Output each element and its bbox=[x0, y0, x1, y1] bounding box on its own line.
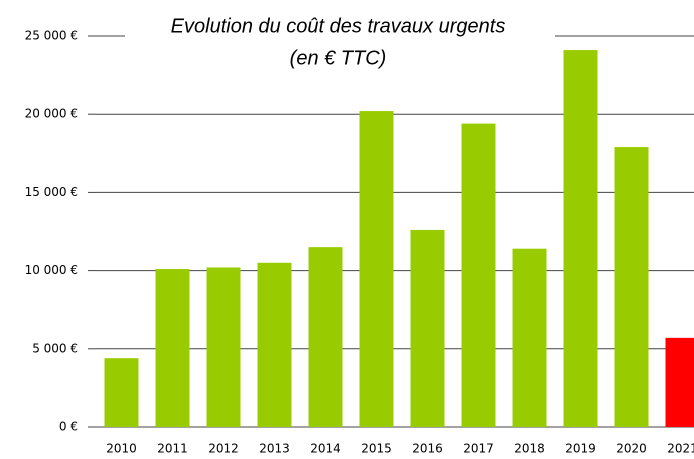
y-tick-label: 20 000 € bbox=[25, 107, 78, 121]
bar bbox=[308, 247, 343, 427]
x-tick-label: 2018 bbox=[514, 442, 545, 456]
bar bbox=[155, 269, 190, 427]
x-tick-label: 2014 bbox=[310, 442, 341, 456]
y-tick-label: 5 000 € bbox=[32, 341, 78, 355]
y-tick-label: 15 000 € bbox=[25, 185, 78, 199]
bar bbox=[512, 248, 547, 427]
x-tick-label: 2010 bbox=[106, 442, 137, 456]
y-tick-label: 10 000 € bbox=[25, 263, 78, 277]
x-tick-label: 2013 bbox=[259, 442, 290, 456]
bar bbox=[410, 229, 445, 427]
bar bbox=[461, 123, 496, 428]
x-tick-label: 2020 bbox=[616, 442, 647, 456]
bar bbox=[614, 147, 649, 427]
x-tick-label: 2017 bbox=[463, 442, 494, 456]
x-tick-label: 2011 bbox=[157, 442, 188, 456]
y-tick-label: 0 € bbox=[59, 420, 78, 434]
bar bbox=[104, 358, 139, 427]
bar bbox=[665, 337, 694, 427]
bar bbox=[257, 262, 292, 427]
bar bbox=[206, 267, 241, 427]
x-tick-label: 2015 bbox=[361, 442, 392, 456]
chart-subtitle: (en € TTC) bbox=[290, 47, 387, 69]
x-tick-label: 2016 bbox=[412, 442, 443, 456]
x-tick-label: 2012 bbox=[208, 442, 239, 456]
chart-title: Evolution du coût des travaux urgents bbox=[171, 15, 506, 37]
x-tick-label: 2019 bbox=[565, 442, 596, 456]
x-tick-label: 2021 bbox=[667, 442, 694, 456]
bar bbox=[563, 50, 598, 428]
title-background bbox=[125, 10, 555, 44]
y-tick-label: 25 000 € bbox=[25, 29, 78, 43]
bar bbox=[359, 111, 394, 428]
